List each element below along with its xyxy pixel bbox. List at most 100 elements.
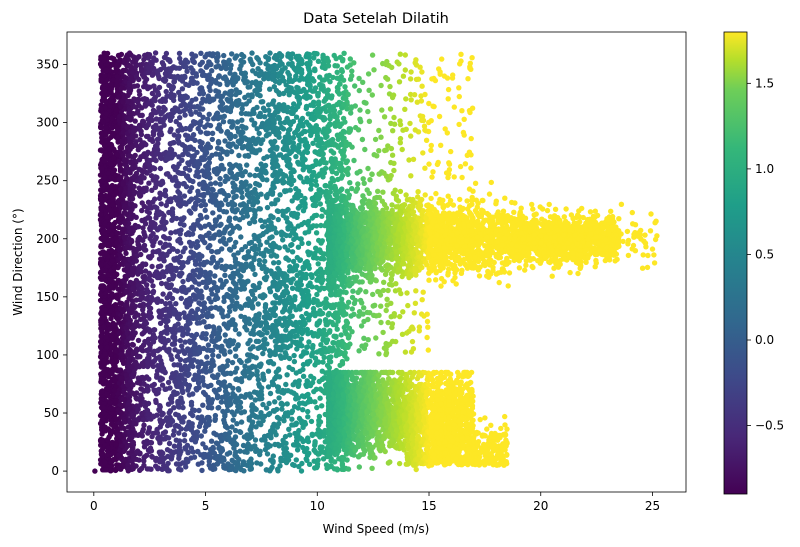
scatter-point <box>225 461 231 467</box>
scatter-point <box>157 320 164 326</box>
scatter-point <box>147 277 153 283</box>
scatter-point <box>217 305 223 311</box>
scatter-point <box>204 51 210 57</box>
scatter-point <box>245 152 251 159</box>
scatter-point <box>206 295 212 302</box>
scatter-point <box>199 59 205 65</box>
scatter-point <box>234 463 240 469</box>
scatter-point <box>254 194 261 201</box>
scatter-point <box>260 231 266 237</box>
scatter-point <box>180 181 186 187</box>
scatter-point <box>172 229 179 235</box>
scatter-point <box>159 412 165 418</box>
scatter-point <box>179 127 185 133</box>
scatter-point <box>222 138 228 144</box>
scatter-point <box>192 296 198 302</box>
scatter-point <box>98 291 104 298</box>
scatter-point <box>154 181 161 187</box>
scatter-point <box>198 420 204 426</box>
scatter-point <box>230 141 236 147</box>
scatter-point <box>175 238 181 244</box>
scatter-point <box>214 249 220 255</box>
scatter-point <box>295 126 301 133</box>
scatter-point <box>178 365 185 371</box>
scatter-point <box>217 327 223 333</box>
scatter-point <box>144 282 150 288</box>
scatter-point <box>258 461 264 467</box>
scatter-point <box>97 420 104 427</box>
chart-title: Data Setelah Dilatih <box>303 11 449 27</box>
scatter-point <box>224 149 230 155</box>
scatter-point <box>178 295 184 302</box>
scatter-point <box>285 226 291 232</box>
scatter-point <box>178 216 184 222</box>
scatter-point <box>171 443 178 449</box>
scatter-point <box>221 321 227 327</box>
scatter-point <box>154 426 160 433</box>
scatter-point <box>193 173 199 179</box>
scatter-point <box>340 115 347 122</box>
scatter-point <box>268 253 274 259</box>
scatter-point <box>193 73 200 79</box>
scatter-point <box>215 138 222 145</box>
scatter-point <box>271 421 277 427</box>
scatter-point <box>167 300 173 306</box>
scatter-point <box>139 112 145 119</box>
scatter-point <box>177 357 184 363</box>
scatter-point <box>224 174 230 181</box>
scatter-point <box>198 85 204 91</box>
scatter-point <box>280 237 286 243</box>
scatter-point <box>319 403 325 409</box>
scatter-point <box>156 406 162 413</box>
scatter-point <box>150 332 157 338</box>
scatter-point <box>185 259 191 265</box>
scatter-point <box>168 94 174 101</box>
scatter-point <box>243 136 250 142</box>
scatter-point <box>196 251 202 258</box>
scatter-point <box>164 447 171 453</box>
scatter-point <box>167 111 173 118</box>
scatter-point <box>223 65 229 72</box>
scatter-point <box>159 382 166 388</box>
scatter-point <box>190 241 196 247</box>
scatter-point <box>221 457 227 463</box>
scatter-point <box>230 202 236 208</box>
scatter-point <box>215 63 222 69</box>
scatter-point <box>209 291 215 297</box>
scatter-point <box>252 295 258 302</box>
scatter-point <box>189 154 196 160</box>
scatter-point <box>202 202 209 208</box>
scatter-point <box>139 360 145 367</box>
scatter-point <box>232 369 238 375</box>
scatter-point <box>141 96 148 102</box>
scatter-point <box>195 125 201 132</box>
scatter-point <box>242 449 248 455</box>
scatter-point <box>177 337 183 344</box>
scatter-point <box>278 401 284 407</box>
scatter-point <box>345 299 352 305</box>
scatter-point <box>289 408 296 414</box>
scatter-point <box>307 123 313 130</box>
scatter-point <box>187 101 193 107</box>
scatter-point <box>143 133 150 140</box>
scatter-point <box>150 71 156 78</box>
scatter-point <box>177 273 183 279</box>
scatter-point <box>177 231 183 237</box>
scatter-point <box>159 109 165 116</box>
scatter-point <box>222 388 229 394</box>
scatter-point <box>197 144 204 150</box>
scatter-point <box>158 280 165 287</box>
scatter-point <box>230 385 236 391</box>
scatter-point <box>233 353 239 359</box>
scatter-point <box>227 161 233 168</box>
scatter-point <box>170 326 177 332</box>
scatter-point <box>262 319 269 325</box>
scatter-point <box>270 361 277 367</box>
scatter-point <box>238 359 244 365</box>
scatter-point <box>331 52 337 59</box>
scatter-point <box>309 173 315 179</box>
scatter-point <box>239 102 246 108</box>
scatter-point <box>129 196 136 202</box>
scatter-point <box>223 209 230 215</box>
